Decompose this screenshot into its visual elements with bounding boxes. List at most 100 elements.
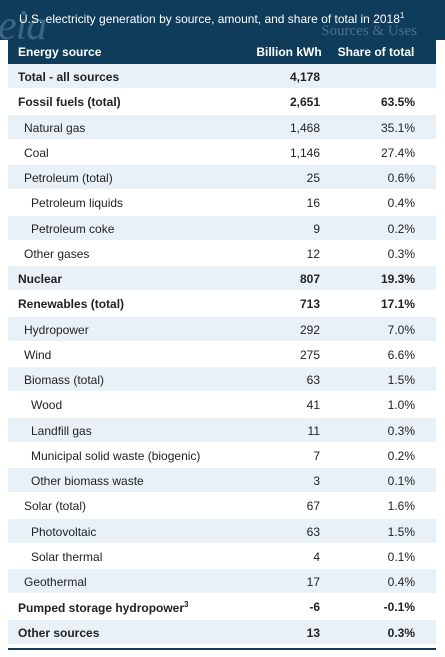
row-share: 35.1% [380,120,415,135]
row-billion-kwh: 16 [306,196,320,211]
table-row: Petroleum liquids 16 0.4% [8,190,436,216]
row-source-name: Wood [31,398,62,412]
table-row: Biomass (total) 63 1.5% [8,367,436,393]
row-source-label: Other gases [24,246,90,261]
row-billion-kwh: 25 [306,171,320,185]
row-source-name: Wind [24,348,51,362]
row-source-name: Pumped storage hydropower3 [18,600,188,615]
table-row: Geothermal 17 0.4% [8,569,436,595]
row-share: 0.2% [387,221,415,236]
row-share: 27.4% [380,145,415,160]
table-row: Total - all sources 4,178 [8,64,436,90]
table-row: Solar thermal 4 0.1% [8,544,436,569]
row-source-label: Solar thermal [31,549,103,564]
row-source-label: Natural gas [24,120,86,135]
row-billion-kwh: 292 [299,322,320,337]
row-source-label: Total - all sources [18,70,120,84]
row-share: 0.3% [387,246,415,261]
table-row: Fossil fuels (total) 2,651 63.5% [8,89,436,115]
table-row: Municipal solid waste (biogenic) 7 0.2% [8,443,436,468]
row-source-label: Nuclear [18,272,63,286]
row-billion-kwh: 11 [307,423,320,438]
row-share: 0.4% [387,575,415,589]
row-share: 7.0% [387,322,415,337]
row-source-label: Landfill gas [31,423,92,438]
row-share: 1.6% [387,499,415,514]
row-source-label: Other biomass waste [31,474,144,488]
row-source-name: Petroleum liquids [31,196,123,210]
row-source-name: Solar (total) [24,499,86,513]
row-source-label: Renewables (total) [18,297,125,312]
row-source-label: Petroleum liquids [31,196,124,211]
row-source-label: Municipal solid waste (biogenic) [31,448,201,463]
row-source-label: Petroleum (total) [24,171,113,185]
row-source-name: Petroleum (total) [24,171,113,185]
row-billion-kwh: -6 [309,600,320,615]
row-share: 1.0% [387,398,415,413]
header-billion-kwh: Billion kWh [256,45,322,59]
row-source-label: Coal [24,145,49,160]
row-share: 17.1% [380,297,415,312]
row-billion-kwh: 7 [313,448,320,463]
table-row: Petroleum coke 9 0.2% [8,215,436,241]
row-share: 63.5% [380,95,415,110]
table-row: Other biomass waste 3 0.1% [8,468,436,494]
row-billion-kwh: 713 [299,297,320,312]
row-source-name: Total - all sources [18,70,119,84]
row-source-name: Coal [24,146,49,160]
row-billion-kwh: 13 [306,625,320,640]
table-title-text: U.S. electricity generation by source, a… [19,12,400,26]
row-source-label: Wood [31,398,63,413]
row-billion-kwh: 3 [313,474,320,488]
table-row: Coal 1,146 27.4% [8,140,436,165]
sources-uses-watermark: Sources & Uses [321,23,417,39]
row-billion-kwh: 4,178 [289,70,320,84]
row-source-label: Fossil fuels (total) [18,95,121,110]
title-banner: eia Sources & Uses U.S. electricity gene… [0,0,445,40]
row-billion-kwh: 41 [306,398,320,413]
row-share: 0.3% [387,423,415,438]
row-source-name: Municipal solid waste (biogenic) [31,449,200,463]
row-source-name: Hydropower [24,323,89,337]
row-share: 1.5% [387,524,415,539]
row-source-label: Solar (total) [24,499,87,514]
table-row: Wind 275 6.6% [8,342,436,367]
row-source-name: Landfill gas [31,424,92,438]
table-row: Photovoltaic 63 1.5% [8,518,436,544]
row-billion-kwh: 67 [306,499,320,514]
row-billion-kwh: 17 [306,575,320,589]
table-row: Natural gas 1,468 35.1% [8,114,436,140]
row-source-name: Nuclear [18,272,62,286]
row-billion-kwh: 63 [306,524,320,539]
row-billion-kwh: 807 [299,272,320,286]
row-share: 0.1% [387,474,415,488]
title-footnote: 1 [399,11,405,20]
eia-logo-watermark: eia [0,3,47,40]
row-source-name: Petroleum coke [31,222,114,236]
row-source-name: Other sources [18,626,99,640]
row-share: 1.5% [387,373,415,387]
table-row: Solar (total) 67 1.6% [8,493,436,519]
row-source-label: Petroleum coke [31,221,115,236]
row-share: 0.4% [387,196,415,211]
row-billion-kwh: 2,651 [289,95,320,110]
row-billion-kwh: 4 [313,549,320,564]
row-source-label: Other sources [18,625,100,640]
column-header-row: Energy source Billion kWh Share of total [8,40,436,64]
row-share: -0.1% [383,600,415,615]
row-source-label: Hydropower [24,322,89,337]
row-source-name: Biomass (total) [24,373,104,387]
table-row: Wood 41 1.0% [8,392,436,418]
table-body: Total - all sources 4,178 Fossil fuels (to… [8,64,436,645]
row-share: 0.1% [387,549,415,564]
row-source-name: Other gases [24,247,89,261]
row-billion-kwh: 1,468 [289,120,320,135]
row-source-label: Wind [24,347,52,362]
row-source-label: Biomass (total) [24,373,105,387]
row-billion-kwh: 12 [306,246,320,261]
header-energy-source: Energy source [18,45,102,59]
row-source-name: Solar thermal [31,550,102,564]
row-source-name: Photovoltaic [31,525,96,539]
table-row: Other sources 13 0.3% [8,619,436,645]
